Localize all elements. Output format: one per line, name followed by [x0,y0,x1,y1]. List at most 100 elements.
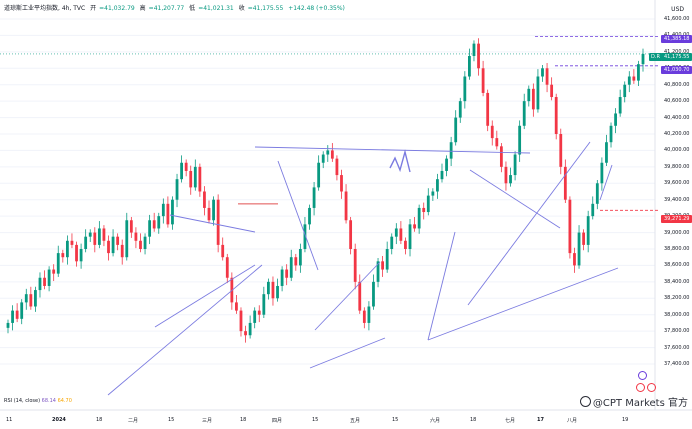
dr-badge: D.R [649,53,662,61]
wave-pattern [389,149,411,173]
candle-body [221,244,225,258]
candle-body [180,162,183,180]
candle-body [477,43,480,69]
candle-body [102,228,106,241]
candle-body [93,232,97,245]
event-icon[interactable] [636,383,645,392]
close-value: =41,175.55 [247,5,284,12]
time-axis-label: 2024 [52,417,66,423]
candle-body [266,281,270,295]
candle-body [436,179,439,192]
rsi-value: 68.14 [41,398,56,404]
trendline [309,337,386,369]
candle-body [335,158,339,176]
candle-body [152,220,156,229]
open-value: =41,032.79 [99,5,135,12]
candle-body [605,142,608,163]
flag-icon[interactable] [638,371,647,380]
candle-body [257,310,261,315]
time-axis-label: 19 [622,417,629,423]
candle-body [52,269,56,274]
candle-body [203,191,206,208]
candle-body [618,97,622,114]
change-value: +142.48 (+0.35%) [288,5,345,12]
high-label: 高 [139,5,146,12]
candle-body [143,236,147,249]
candle-body [381,261,385,270]
candle-body [595,183,599,204]
time-axis-label: 三月 [202,418,213,424]
candle-body [422,207,426,213]
candle-body [568,199,572,254]
candle-body [486,92,490,126]
candle-body [280,269,284,286]
candle-body [88,232,92,237]
trendline [107,264,263,396]
candle-body [637,64,640,81]
candle-body [413,224,416,229]
candle-body [385,249,389,270]
time-axis-label: 11 [6,417,13,423]
symbol-title[interactable]: 道琼斯工业平均指数, 4h, TVC [4,5,86,12]
candle-body [472,43,476,56]
price-axis-label: 38,000.00 [664,311,690,318]
candle-body [65,240,69,258]
candle-body [577,232,581,266]
event-icon-2[interactable] [647,383,656,392]
candle-body [175,179,179,200]
candle-body [225,257,229,278]
candle-body [550,84,554,98]
time-axis-label: 18 [240,417,247,423]
price-axis-label: 40,800.00 [664,81,690,88]
candle-body [24,294,28,303]
candle-body [111,236,115,254]
candle-body [43,277,46,286]
trendline [254,146,531,154]
candle-body [29,294,33,307]
candle-body [504,166,508,184]
candle-body [97,228,101,245]
candle-body [399,228,403,241]
candle-body [79,249,83,262]
rsi-legend[interactable]: RSI (14, close) 68.14 64.70 [4,398,72,404]
time-axis-label: 15 [392,417,399,423]
candle-body [518,125,522,155]
candle-body [198,166,202,192]
candle-body [189,170,193,188]
trendline [277,160,319,271]
trendline [169,214,256,233]
price-axis-label: 39,600.00 [664,180,690,187]
chart-legend: 道琼斯工业平均指数, 4h, TVC 开 =41,032.79 高 =41,207.… [4,3,348,12]
candle-body [404,240,407,249]
currency-label[interactable]: USD [671,6,684,13]
price-tag-top: 41,385.18 [661,35,692,43]
candle-body [248,322,252,336]
time-axis-label: 15 [168,417,175,423]
candle-body [591,203,595,217]
candle-body [372,281,375,307]
price-axis-label: 37,600.00 [664,344,690,351]
price-axis-label: 37,400.00 [664,361,690,367]
candle-body [367,306,371,323]
price-axis-label: 39,800.00 [664,163,690,170]
candle-body [129,220,133,233]
open-label: 开 [90,5,97,12]
time-axis-label: 五月 [350,418,361,424]
candle-body [216,199,220,245]
candle-body [349,220,353,249]
candle-body [298,249,302,266]
candle-body [632,76,636,81]
price-axis-label: 39,400.00 [664,196,690,203]
candle-body [454,117,458,143]
candle-body [166,203,170,225]
candle-body [271,281,275,299]
candle-body [426,195,430,213]
candle-body [586,216,590,245]
candle-body [120,244,124,258]
candle-body [490,125,494,139]
candle-body [20,302,24,319]
candle-body [116,236,120,245]
candle-body [449,142,453,159]
candle-body [15,310,19,319]
